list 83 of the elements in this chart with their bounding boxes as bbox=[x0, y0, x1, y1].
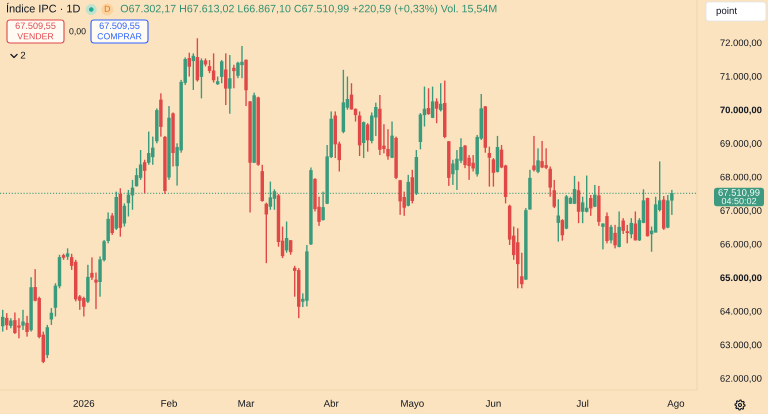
candlestick bbox=[94, 272, 98, 310]
candlestick bbox=[438, 82, 442, 112]
candlestick bbox=[192, 52, 196, 91]
candlestick bbox=[430, 86, 434, 119]
text: point bbox=[716, 6, 738, 16]
x-tick-label: Ago bbox=[667, 400, 684, 409]
candlestick bbox=[609, 224, 613, 244]
candlestick bbox=[220, 59, 224, 84]
y-tick-label: 64.000,00 bbox=[720, 308, 762, 316]
candlestick bbox=[228, 54, 232, 114]
candlestick bbox=[532, 135, 536, 172]
y-tick-label: 62.000,00 bbox=[720, 375, 762, 383]
candlestick bbox=[9, 317, 13, 329]
y-tick-label: 67.000,00 bbox=[720, 207, 762, 216]
candlestick bbox=[212, 52, 216, 84]
candlestick bbox=[142, 159, 146, 194]
candlestick bbox=[516, 228, 520, 289]
y-tick-label: 68.000,00 bbox=[720, 174, 762, 182]
candlestick bbox=[601, 222, 605, 250]
x-tick-label: Jun bbox=[486, 400, 501, 407]
y-tick-label: 70.000,00 bbox=[720, 106, 762, 115]
y-tick-label: 71.000,00 bbox=[720, 73, 762, 81]
annotation: 67.509,55 bbox=[16, 22, 56, 30]
annotation: 0,00 bbox=[69, 28, 86, 36]
y-tick-label: 72.000,00 bbox=[720, 39, 762, 48]
candlestick bbox=[90, 256, 94, 281]
y-tick-label: 65.000,00 bbox=[720, 274, 762, 282]
candlestick bbox=[240, 45, 244, 79]
candlestick bbox=[589, 194, 592, 217]
candlestick bbox=[232, 64, 236, 89]
candlestick bbox=[66, 248, 70, 260]
candlestick bbox=[146, 130, 150, 166]
chart-title: Índice IPC · 1D bbox=[6, 2, 80, 12]
candlestick bbox=[224, 52, 228, 106]
candlestick bbox=[13, 312, 17, 335]
candlestick bbox=[398, 179, 402, 216]
candlestick bbox=[362, 120, 366, 159]
candlestick bbox=[236, 61, 240, 79]
candlestick bbox=[288, 239, 292, 256]
x-tick-label: Jul bbox=[576, 400, 588, 407]
chart-subtitle: O67.302,17 H67.613,02 L66.867,10 C67.510,99 +220,59 (+0,33%) Vol. 15,54M bbox=[120, 4, 496, 14]
candlestick bbox=[17, 317, 21, 340]
candlestick bbox=[0, 309, 4, 332]
candlestick bbox=[390, 120, 394, 159]
candlestick bbox=[110, 212, 114, 236]
annotation: D bbox=[104, 6, 110, 12]
candlestick bbox=[455, 149, 459, 191]
candlestick bbox=[200, 58, 204, 100]
candlestick bbox=[410, 169, 414, 204]
candlestick bbox=[536, 148, 540, 174]
candlestick bbox=[264, 202, 268, 264]
candlestick bbox=[386, 128, 390, 160]
candlestick bbox=[25, 315, 29, 338]
candlestick bbox=[188, 52, 191, 78]
candlestick bbox=[617, 210, 621, 248]
candlestick bbox=[634, 210, 638, 242]
candlestick bbox=[82, 296, 86, 318]
candlestick bbox=[284, 220, 288, 254]
annotation: 2 bbox=[20, 52, 26, 59]
candlestick bbox=[556, 198, 560, 242]
annotation: VENDER bbox=[17, 33, 54, 40]
candlestick bbox=[576, 180, 580, 224]
x-tick-label: Feb bbox=[161, 400, 177, 407]
candlestick bbox=[366, 122, 370, 152]
x-tick-label: Mayo bbox=[401, 400, 424, 409]
annotation: COMPRAR bbox=[98, 33, 142, 40]
x-tick-label: Mar bbox=[238, 400, 254, 407]
candlestick bbox=[630, 217, 634, 239]
candlestick bbox=[540, 140, 544, 169]
candlestick bbox=[613, 224, 617, 250]
candlestick bbox=[560, 218, 564, 242]
y-tick-label: 63.000,00 bbox=[720, 342, 762, 350]
y-tick-label: 69.000,00 bbox=[720, 140, 762, 148]
x-tick-label: Abr bbox=[324, 400, 339, 407]
candlestick bbox=[426, 88, 430, 116]
ref-line-label: 67.510,99 bbox=[718, 189, 760, 197]
text: 04:50:02 bbox=[722, 198, 756, 204]
candlestick bbox=[5, 312, 8, 331]
x-tick-label: 2026 bbox=[74, 400, 94, 407]
candlestick bbox=[434, 98, 438, 124]
candlestick bbox=[196, 38, 200, 82]
y-tick-label: 66.000,00 bbox=[720, 240, 762, 249]
annotation: 67.509,55 bbox=[100, 22, 140, 30]
